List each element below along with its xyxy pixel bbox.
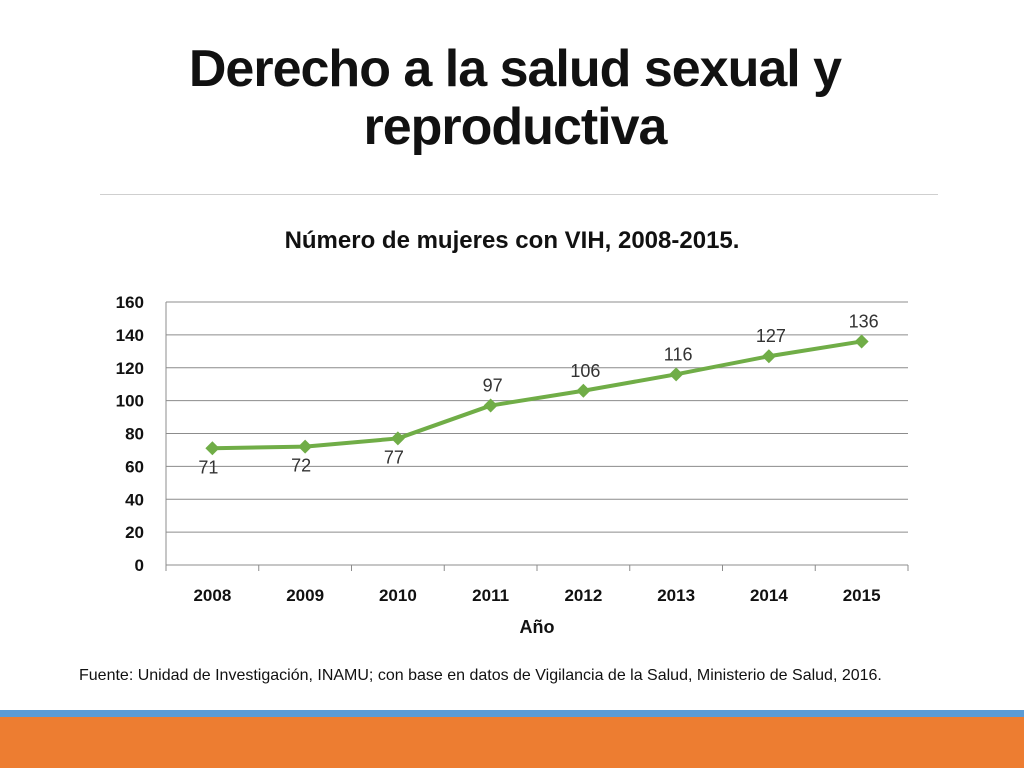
data-label: 136 — [849, 311, 879, 331]
series-line — [212, 339, 862, 451]
data-point — [205, 441, 220, 456]
x-tick-label: 2014 — [750, 586, 788, 605]
footer-blue-band — [0, 710, 1024, 717]
data-label: 71 — [198, 457, 218, 477]
y-tick-label: 60 — [125, 457, 144, 476]
x-tick-label: 2010 — [379, 586, 417, 605]
data-point — [761, 349, 776, 364]
data-label: 116 — [664, 344, 693, 364]
line-chart: Número de mujeres con VIH, 2008-2015. 0 20… — [116, 227, 909, 637]
data-label: 72 — [291, 456, 311, 476]
data-label: 106 — [570, 361, 600, 381]
data-point — [854, 334, 869, 349]
data-point — [669, 367, 684, 382]
x-tick-label: 2013 — [657, 586, 695, 605]
data-point — [298, 439, 313, 454]
x-tick-label: 2008 — [193, 586, 231, 605]
x-tick-label: 2011 — [472, 586, 509, 605]
data-label: 127 — [756, 326, 786, 346]
y-tick-label: 160 — [116, 293, 144, 312]
title-divider — [100, 194, 938, 195]
chart-title: Número de mujeres con VIH, 2008-2015. — [285, 227, 740, 254]
y-tick-label: 20 — [125, 523, 144, 542]
y-tick-label: 0 — [135, 556, 144, 575]
x-tick-label: 2012 — [564, 586, 602, 605]
x-tick-label: 2009 — [286, 586, 324, 605]
y-tick-label: 140 — [116, 326, 144, 345]
data-label: 77 — [384, 447, 404, 467]
x-tick-label: 2015 — [843, 586, 881, 605]
source-note: Fuente: Unidad de Investigación, INAMU; … — [79, 667, 882, 684]
slide-title: Derecho a la salud sexual y reproductiva — [188, 40, 842, 156]
data-point — [390, 431, 405, 446]
footer-orange-band — [0, 717, 1024, 768]
y-tick-label: 80 — [125, 425, 144, 444]
y-tick-label: 120 — [116, 359, 144, 378]
data-point — [483, 398, 498, 413]
y-tick-label: 40 — [125, 490, 144, 509]
data-label: 97 — [483, 376, 503, 396]
y-tick-label: 100 — [116, 392, 144, 411]
data-point — [576, 383, 591, 398]
x-axis-label: Año — [520, 617, 555, 637]
